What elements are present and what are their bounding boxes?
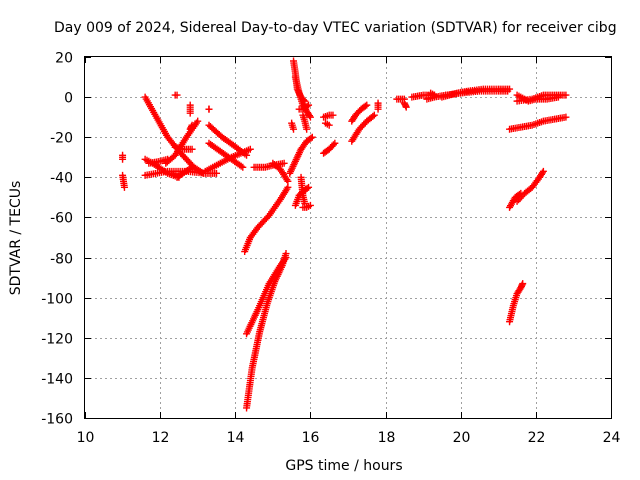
- x-tick-label: 12: [152, 430, 170, 446]
- data-point: [306, 201, 314, 209]
- data-point: [243, 151, 251, 159]
- data-point: [562, 91, 570, 99]
- data-point: [504, 87, 512, 95]
- axis-ticks: [85, 57, 612, 419]
- y-tick-label: 0: [64, 91, 73, 107]
- x-tick-label: 20: [453, 430, 471, 446]
- data-point: [306, 113, 314, 121]
- data-point: [303, 102, 311, 110]
- y-tick-label: -80: [50, 252, 73, 268]
- data-point: [187, 164, 195, 172]
- y-tick-label: 20: [55, 51, 73, 67]
- data-point: [284, 177, 292, 185]
- x-tick-label: 24: [603, 430, 621, 446]
- data-point: [246, 145, 254, 153]
- data-point: [186, 109, 194, 117]
- x-tick-label: 18: [378, 430, 396, 446]
- x-axis-label: GPS time / hours: [285, 458, 402, 474]
- x-axis-tick-labels: 10 12 14 16 18 20 22 24: [77, 430, 621, 446]
- data-point: [194, 117, 202, 125]
- data-markers: [119, 57, 570, 412]
- data-point: [173, 91, 181, 99]
- data-point: [374, 105, 382, 113]
- y-tick-label: -140: [41, 372, 73, 388]
- data-point: [305, 183, 313, 191]
- y-tick-label: -20: [50, 131, 73, 147]
- data-point: [282, 250, 290, 258]
- data-point: [280, 159, 288, 167]
- data-point: [538, 169, 546, 177]
- data-point: [329, 111, 337, 119]
- x-tick-label: 10: [77, 430, 95, 446]
- data-point: [308, 133, 316, 141]
- data-point: [562, 113, 570, 121]
- y-tick-label: -60: [50, 211, 73, 227]
- data-point: [119, 155, 127, 163]
- data-point: [331, 139, 339, 147]
- grid-lines: [85, 57, 611, 418]
- y-axis-label: SDTVAR / TECUs: [8, 181, 24, 296]
- data-point: [284, 183, 292, 191]
- data-point: [188, 121, 196, 129]
- y-tick-label: -100: [41, 292, 73, 308]
- data-point: [369, 112, 377, 120]
- data-point: [361, 102, 369, 110]
- data-point: [237, 162, 245, 170]
- data-point: [213, 169, 220, 177]
- data-point: [239, 163, 247, 171]
- data-point: [303, 184, 311, 192]
- data-point: [305, 112, 313, 120]
- data-point: [305, 101, 313, 109]
- chart-title: Day 009 of 2024, Sidereal Day-to-day VTE…: [54, 20, 617, 36]
- y-tick-label: -40: [50, 171, 73, 187]
- data-point: [205, 105, 213, 113]
- data-point: [325, 121, 333, 129]
- data-point: [519, 280, 527, 288]
- y-axis-tick-labels: 20 0 -20 -40 -60 -80 -100 -120 -140 -160: [41, 51, 73, 428]
- data-point: [370, 111, 378, 119]
- data-point: [188, 145, 196, 153]
- data-point: [363, 101, 371, 109]
- data-point: [539, 167, 547, 175]
- y-tick-label: -120: [41, 332, 73, 348]
- data-point: [329, 141, 337, 149]
- data-point: [188, 163, 196, 171]
- x-tick-label: 22: [528, 430, 546, 446]
- data-point: [120, 183, 128, 191]
- data-point: [402, 103, 410, 111]
- plot-frame: [84, 56, 612, 419]
- x-tick-label: 16: [302, 430, 320, 446]
- y-tick-label: -160: [41, 412, 73, 428]
- data-point: [290, 125, 298, 133]
- x-tick-label: 14: [227, 430, 245, 446]
- data-point: [307, 134, 315, 142]
- data-point: [303, 125, 311, 133]
- data-point: [430, 91, 438, 99]
